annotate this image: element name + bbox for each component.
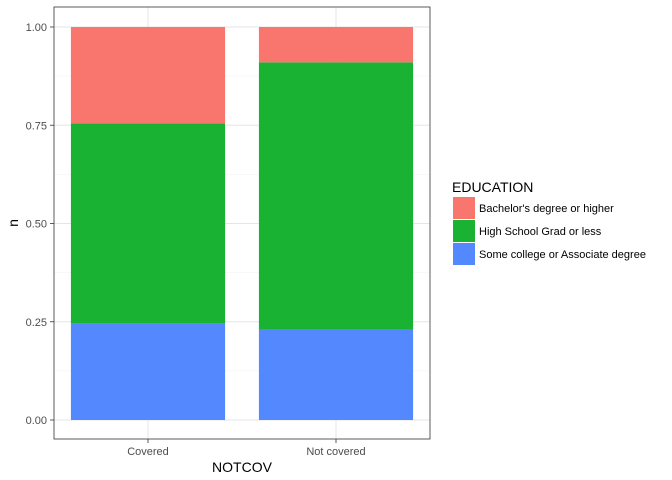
- y-tick-label: 1.00: [26, 22, 47, 34]
- y-axis-title: n: [5, 219, 21, 227]
- legend-swatch: [453, 243, 475, 265]
- bar-segment: [258, 329, 414, 420]
- y-tick-label: 0.50: [26, 219, 47, 231]
- x-tick-label: Covered: [127, 446, 169, 458]
- bar-segment: [258, 27, 414, 63]
- bar-segment: [70, 27, 226, 124]
- legend: EDUCATION Bachelor's degree or higher Hig…: [452, 179, 646, 265]
- legend-title: EDUCATION: [452, 179, 533, 195]
- plot-panel-border: [53, 6, 431, 440]
- bar-segment: [70, 123, 226, 324]
- legend-swatch: [453, 197, 475, 219]
- y-tick-label: 0.75: [26, 120, 47, 132]
- x-axis: Covered Not covered: [127, 439, 366, 458]
- legend-label: High School Grad or less: [479, 226, 602, 238]
- legend-label: Some college or Associate degree: [479, 249, 646, 261]
- bar-segment: [258, 62, 414, 330]
- x-tick-label: Not covered: [306, 446, 365, 458]
- legend-swatch: [453, 220, 475, 242]
- bars: [70, 27, 414, 420]
- x-axis-title: NOTCOV: [212, 459, 273, 475]
- legend-label: Bachelor's degree or higher: [479, 203, 614, 215]
- bar-segment: [70, 323, 226, 420]
- y-tick-label: 0.00: [26, 415, 47, 427]
- y-axis: 0.00 0.25 0.50 0.75 1.00: [26, 22, 54, 427]
- y-tick-label: 0.25: [26, 317, 47, 329]
